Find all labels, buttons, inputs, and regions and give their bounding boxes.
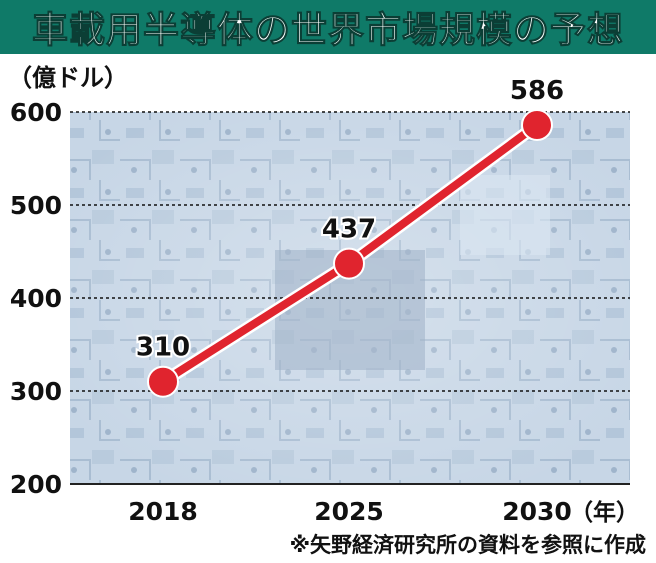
data-point-2025	[333, 247, 365, 280]
y-tick-label: 400	[10, 284, 62, 313]
data-label: 310	[136, 333, 190, 363]
x-tick-labels: 2018 2025 2030（年）	[128, 497, 639, 526]
y-tick-label: 600	[10, 98, 62, 127]
data-label: 437	[322, 215, 376, 245]
y-tick-labels: 200 300 400 500 600	[10, 98, 62, 499]
y-tick-label: 200	[10, 470, 62, 499]
data-labels: 310 437 586	[134, 74, 566, 365]
x-tick-label: 2018	[128, 497, 198, 526]
series-revenue	[147, 109, 553, 398]
x-tick-label: 2025	[314, 497, 384, 526]
component-illustration	[460, 175, 550, 255]
source-note: ※矢野経済研究所の資料を参照に作成	[289, 533, 646, 557]
x-tick-label: 2030	[502, 497, 572, 526]
title-bar: 車載用半導体の世界市場規模の予想	[0, 0, 656, 54]
chart-title: 車載用半導体の世界市場規模の予想	[31, 10, 624, 52]
data-point-2030	[521, 109, 553, 142]
y-tick-label: 300	[10, 377, 62, 406]
data-label: 586	[510, 76, 564, 106]
x-axis-unit-label: （年）	[570, 499, 639, 526]
y-axis-unit-label: （億ドル）	[8, 64, 128, 92]
data-point-2018	[147, 365, 179, 398]
y-tick-label: 500	[10, 191, 62, 220]
